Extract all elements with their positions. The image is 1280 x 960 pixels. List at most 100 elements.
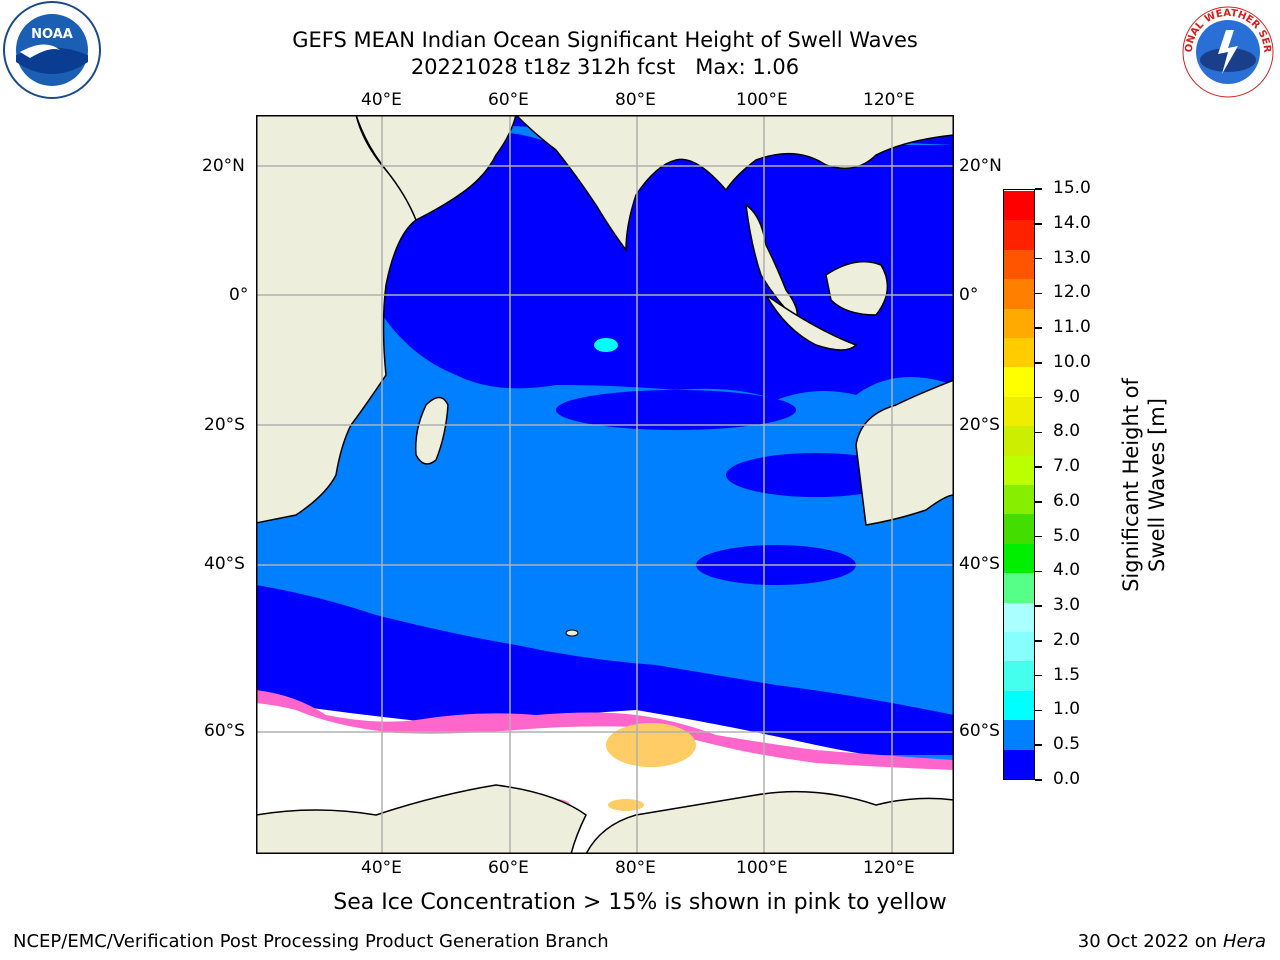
lon-label-top-40e: 40°E	[361, 90, 402, 110]
colorbar-tick-mark	[1035, 779, 1042, 781]
colorbar-tick-mark	[1035, 292, 1042, 295]
colorbar-segment	[1004, 660, 1034, 691]
footer-right: 30 Oct 2022 on Hera	[1078, 931, 1266, 952]
lon-label-top-100e: 100°E	[736, 90, 788, 110]
cyan-patch	[594, 338, 618, 352]
colorbar-segment	[1004, 190, 1034, 221]
nws-logo: NATIONAL WEATHER SERVICE	[1174, 0, 1278, 100]
colorbar-tick-label: 10.0	[1053, 351, 1091, 372]
colorbar-tick-mark	[1035, 257, 1042, 260]
lat-label-right-40s: 40°S	[959, 554, 1000, 574]
colorbar-tick-label: 6.0	[1053, 490, 1081, 511]
colorbar-tick-mark	[1035, 605, 1042, 607]
lon-label-bottom-40e: 40°E	[361, 858, 402, 878]
sea-ice-note: Sea Ice Concentration > 15% is shown in …	[333, 890, 947, 915]
lon-label-top-120e: 120°E	[863, 90, 915, 110]
colorbar-segment	[1004, 219, 1034, 250]
colorbar-segment	[1004, 513, 1034, 544]
colorbar-tick-mark	[1035, 535, 1042, 538]
colorbar-tick-label: 0.5	[1053, 734, 1081, 755]
colorbar-segment	[1004, 484, 1034, 515]
colorbar-segment	[1004, 308, 1034, 338]
colorbar	[1003, 189, 1035, 780]
colorbar-tick-mark	[1035, 396, 1042, 399]
chart-subtitle: 20221028 t18z 312h fcst Max: 1.06	[410, 55, 800, 79]
borneo	[825, 260, 889, 316]
footer-date: 30 Oct 2022 on	[1077, 931, 1223, 952]
ice-yellow-patch	[606, 723, 696, 767]
colorbar-tick-label: 14.0	[1053, 212, 1091, 233]
footer-host: Hera	[1222, 931, 1266, 952]
deep-blue-south	[256, 585, 954, 755]
colorbar-tick-mark	[1035, 466, 1042, 468]
colorbar-segment	[1004, 572, 1034, 603]
colorbar-tick-label: 8.0	[1053, 421, 1081, 442]
sumatra	[765, 294, 858, 351]
noaa-logo-text: NOAA	[31, 27, 73, 42]
colorbar-tick-mark	[1035, 501, 1042, 503]
colorbar-segment	[1004, 278, 1034, 309]
colorbar-segment	[1004, 249, 1034, 280]
lat-label-right-0: 0°	[959, 285, 979, 305]
lat-label-left-20n: 20°N	[202, 156, 245, 176]
ice-pink-band	[256, 690, 954, 770]
colorbar-segment	[1004, 719, 1034, 750]
colorbar-tick-label: 2.0	[1053, 629, 1081, 650]
colorbar-tick-label: 11.0	[1053, 317, 1091, 338]
colorbar-segment	[1004, 366, 1034, 397]
colorbar-tick-mark	[1035, 709, 1042, 712]
lat-label-left-20s: 20°S	[204, 415, 245, 435]
noaa-logo: NOAA	[0, 0, 105, 100]
colorbar-segment	[1004, 690, 1034, 721]
asia-india	[514, 114, 955, 253]
colorbar-tick-mark	[1035, 640, 1042, 642]
australia	[855, 378, 955, 526]
colorbar-tick-label: 5.0	[1053, 525, 1081, 546]
colorbar-tick-mark	[1035, 570, 1042, 573]
colorbar-segment	[1004, 631, 1034, 662]
lon-label-top-60e: 60°E	[488, 90, 529, 110]
colorbar-tick-label: 3.0	[1053, 595, 1081, 616]
lon-label-bottom-120e: 120°E	[863, 858, 915, 878]
colorbar-segments	[1004, 190, 1034, 779]
lon-label-top-80e: 80°E	[615, 90, 656, 110]
lat-label-left-40s: 40°S	[204, 554, 245, 574]
colorbar-segment	[1004, 337, 1034, 368]
colorbar-segment	[1004, 425, 1034, 456]
colorbar-tick-label: 4.0	[1053, 560, 1081, 581]
colorbar-tick-label: 13.0	[1053, 247, 1091, 268]
colorbar-tick-mark	[1035, 431, 1042, 434]
colorbar-segment	[1004, 455, 1034, 485]
colorbar-tick-label: 1.5	[1053, 664, 1081, 685]
map-svg	[255, 114, 955, 855]
colorbar-tick-label: 9.0	[1053, 386, 1081, 407]
colorbar-tick-mark	[1035, 223, 1042, 225]
colorbar-tick-label: 1.0	[1053, 699, 1081, 720]
antarctica-west	[255, 784, 587, 855]
graticule	[256, 115, 954, 854]
lat-label-left-60s: 60°S	[204, 721, 245, 741]
footer-left: NCEP/EMC/Verification Post Processing Pr…	[13, 931, 609, 952]
colorbar-tick-mark	[1035, 674, 1042, 677]
colorbar-tick-mark	[1035, 744, 1042, 746]
colorbar-tick-mark	[1035, 188, 1042, 190]
colorbar-tick-label: 0.0	[1053, 769, 1081, 789]
lat-label-right-20s: 20°S	[959, 415, 1000, 435]
lat-label-right-20n: 20°N	[959, 156, 1002, 176]
colorbar-tick-label: 12.0	[1053, 282, 1091, 303]
colorbar-segment	[1004, 396, 1034, 427]
chart-title: GEFS MEAN Indian Ocean Significant Heigh…	[292, 28, 918, 52]
colorbar-segment	[1004, 543, 1034, 574]
lon-label-bottom-60e: 60°E	[488, 858, 529, 878]
colorbar-tick-mark	[1035, 362, 1042, 364]
colorbar-tick-mark	[1035, 327, 1042, 329]
colorbar-tick-label: 15.0	[1053, 178, 1091, 198]
malay-peninsula	[745, 203, 798, 322]
arabia	[354, 114, 517, 222]
colorbar-segment	[1004, 602, 1034, 632]
colorbar-segment	[1004, 749, 1034, 779]
madagascar	[414, 396, 449, 465]
colorbar-tick-label: 7.0	[1053, 456, 1081, 477]
antarctica-east	[584, 790, 955, 855]
lon-label-bottom-100e: 100°E	[736, 858, 788, 878]
